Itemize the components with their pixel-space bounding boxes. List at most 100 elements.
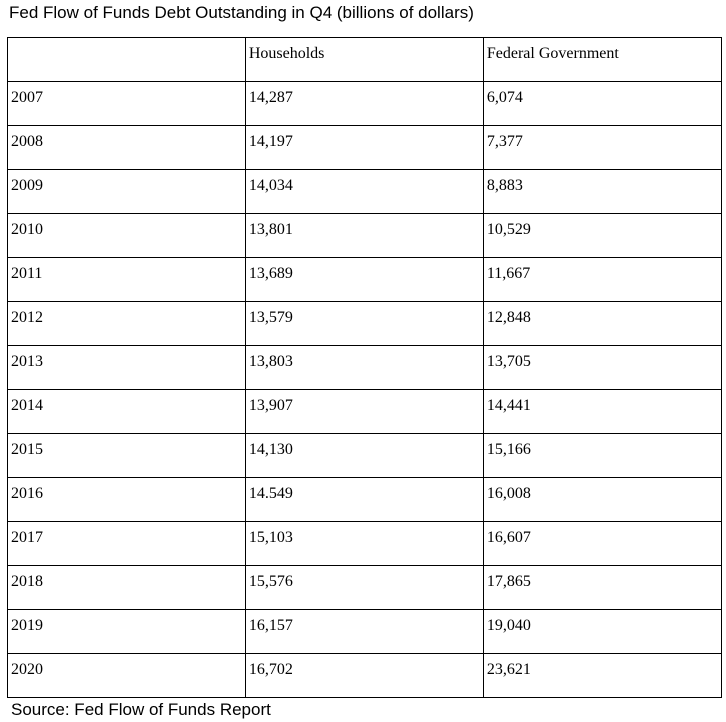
- cell-text: 15,103: [248, 529, 293, 546]
- table-row: 2008 14,197 7,377: [7, 125, 723, 170]
- cell-text: 13,803: [248, 353, 293, 370]
- value-cell: 19,040: [482, 609, 723, 654]
- cell-text: 13,801: [248, 221, 293, 238]
- year-cell: 2007: [7, 81, 246, 126]
- year-cell: 2020: [7, 653, 246, 698]
- cell-text: 6,074: [486, 89, 523, 106]
- header-cell: [7, 37, 246, 82]
- year-cell: 2008: [7, 125, 246, 170]
- year-cell: 2013: [7, 345, 246, 390]
- cell-text: 11,667: [486, 265, 531, 282]
- value-cell: 13,705: [482, 345, 723, 390]
- source: Source: Fed Flow of Funds Report: [11, 700, 271, 719]
- cell-text: 2009: [11, 177, 43, 194]
- year-cell: 2009: [7, 169, 246, 214]
- cell-text: 12,848: [486, 309, 531, 326]
- table-row: 2019 16,157 19,040: [7, 609, 723, 654]
- table-row: 2013 13,803 13,705: [7, 345, 723, 390]
- value-cell: 13,803: [244, 345, 484, 390]
- cell-text: 17,865: [486, 573, 531, 590]
- value-cell: 16,157: [244, 609, 484, 654]
- cell-text: 2007: [11, 89, 43, 106]
- data-table: Households Federal Government 2007 14,287 6…: [7, 37, 723, 698]
- year-cell: 2012: [7, 301, 246, 346]
- cell-text: Federal Government: [486, 45, 619, 62]
- year-cell: 2015: [7, 433, 246, 478]
- year-cell: 2011: [7, 257, 246, 302]
- cell-text: 2015: [11, 441, 43, 458]
- value-cell: 15,166: [482, 433, 723, 478]
- value-cell: 14,287: [244, 81, 484, 126]
- cell-text: 2017: [11, 529, 43, 546]
- cell-text: 15,166: [486, 441, 531, 458]
- value-cell: 13,801: [244, 213, 484, 258]
- cell-text: 7,377: [486, 133, 523, 150]
- cell-text: 10,529: [486, 221, 531, 238]
- year-cell: 2019: [7, 609, 246, 654]
- value-cell: 14.549: [244, 477, 484, 522]
- value-cell: 16,702: [244, 653, 484, 698]
- year-cell: 2016: [7, 477, 246, 522]
- cell-text: 16,702: [248, 661, 293, 678]
- table-row: 2012 13,579 12,848: [7, 301, 723, 346]
- table-row: 2020 16,702 23,621: [7, 653, 723, 698]
- cell-text: 14.549: [248, 485, 293, 502]
- value-cell: 13,689: [244, 257, 484, 302]
- value-cell: 11,667: [482, 257, 723, 302]
- cell-text: 14,034: [248, 177, 293, 194]
- cell-text: 14,197: [248, 133, 293, 150]
- value-cell: 13,907: [244, 389, 484, 434]
- cell-text: 16,157: [248, 617, 293, 634]
- table-row: 2018 15,576 17,865: [7, 565, 723, 610]
- value-cell: 15,576: [244, 565, 484, 610]
- table-row: 2007 14,287 6,074: [7, 81, 723, 126]
- cell-text: 19,040: [486, 617, 531, 634]
- cell-text: 2010: [11, 221, 43, 238]
- cell-text: 2012: [11, 309, 43, 326]
- cell-text: 15,576: [248, 573, 293, 590]
- year-cell: 2010: [7, 213, 246, 258]
- cell-text: 2016: [11, 485, 43, 502]
- table-body: 2007 14,287 6,074 2008 14,197 7,377 2009 14,034…: [7, 81, 723, 698]
- cell-text: 14,287: [248, 89, 293, 106]
- title: Fed Flow of Funds Debt Outstanding in Q4…: [9, 3, 474, 22]
- table-row: 2015 14,130 15,166: [7, 433, 723, 478]
- cell-text: 16,008: [486, 485, 531, 502]
- value-cell: 6,074: [482, 81, 723, 126]
- value-cell: 10,529: [482, 213, 723, 258]
- cell-text: 2008: [11, 133, 43, 150]
- value-cell: 23,621: [482, 653, 723, 698]
- cell-text: 13,705: [486, 353, 531, 370]
- table-row: 2009 14,034 8,883: [7, 169, 723, 214]
- year-cell: 2014: [7, 389, 246, 434]
- value-cell: 14,197: [244, 125, 484, 170]
- cell-text: 2013: [11, 353, 43, 370]
- cell-text: 13,907: [248, 397, 293, 414]
- cell-text: 14,130: [248, 441, 293, 458]
- table-row: 2016 14.549 16,008: [7, 477, 723, 522]
- table-row: 2017 15,103 16,607: [7, 521, 723, 566]
- cell-text: 14,441: [486, 397, 531, 414]
- cell-text: 2019: [11, 617, 43, 634]
- cell-text: 13,689: [248, 265, 293, 282]
- header-cell: Households: [244, 37, 484, 82]
- value-cell: 8,883: [482, 169, 723, 214]
- cell-text: Households: [248, 45, 325, 62]
- table-row: 2014 13,907 14,441: [7, 389, 723, 434]
- cell-text: 2020: [11, 661, 43, 678]
- value-cell: 7,377: [482, 125, 723, 170]
- header-cell: Federal Government: [482, 37, 723, 82]
- table-row: 2010 13,801 10,529: [7, 213, 723, 258]
- year-cell: 2017: [7, 521, 246, 566]
- value-cell: 14,130: [244, 433, 484, 478]
- value-cell: 16,607: [482, 521, 723, 566]
- value-cell: 13,579: [244, 301, 484, 346]
- value-cell: 12,848: [482, 301, 723, 346]
- value-cell: 14,034: [244, 169, 484, 214]
- year-cell: 2018: [7, 565, 246, 610]
- value-cell: 15,103: [244, 521, 484, 566]
- cell-text: 2011: [11, 265, 43, 282]
- cell-text: 2018: [11, 573, 43, 590]
- cell-text: 13,579: [248, 309, 293, 326]
